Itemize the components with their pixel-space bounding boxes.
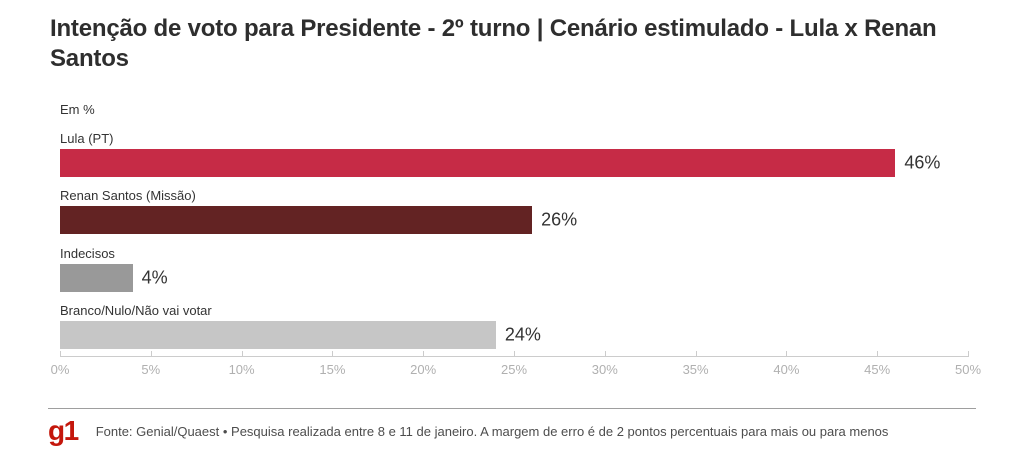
footer: g1 Fonte: Genial/Quaest • Pesquisa reali… [48, 412, 1008, 450]
axis-tick [877, 351, 879, 357]
chart-title: Intenção de voto para Presidente - 2º tu… [50, 15, 937, 72]
axis-tick-label: 15% [319, 362, 346, 377]
bar-group: Branco/Nulo/Não vai votar 24% [60, 303, 968, 349]
bar-row: 46% [60, 149, 968, 177]
bar-chart: Em % Lula (PT) 46% Renan Santos (Missão) 26… [51, 0, 981, 390]
bar-row: 26% [60, 206, 968, 235]
axis-tick [786, 351, 788, 357]
axis-tick-label: 25% [500, 362, 528, 377]
axis-tick-label: 45% [864, 362, 891, 377]
bar [60, 263, 133, 292]
axis-tick [968, 351, 969, 357]
axis-tick [241, 351, 243, 357]
category-label: Lula (PT) [60, 131, 114, 146]
axis-tick [695, 351, 697, 357]
axis-tick-label: 10% [228, 362, 255, 377]
bar [60, 149, 896, 177]
bar-group: Lula (PT) 46% [60, 131, 968, 177]
category-label: Branco/Nulo/Não vai votar [60, 302, 212, 318]
axis-tick [332, 351, 334, 357]
axis-tick-label: 20% [410, 362, 437, 377]
bar-row: 24% [60, 320, 968, 349]
g1-logo: g1 [48, 415, 79, 446]
bar [60, 206, 533, 235]
axis-tick-label: 30% [591, 362, 618, 377]
axis-tick [514, 351, 515, 357]
axis-tick-label: 0% [50, 362, 70, 377]
axis-tick-label: 40% [773, 362, 800, 377]
axis-tick-label: 5% [141, 362, 161, 377]
bar [60, 320, 496, 349]
axis-tick [604, 351, 606, 357]
bar-group: Indecisos 4% [60, 246, 968, 292]
axis-tick [423, 351, 425, 357]
axis-tick-label: 35% [682, 362, 709, 377]
axis-tick [150, 351, 152, 357]
source-text: Fonte: Genial/Quaest • Pesquisa realizad… [95, 423, 889, 439]
value-label: 24% [504, 324, 541, 345]
value-label: 4% [141, 267, 168, 288]
axis-tick [60, 351, 61, 357]
x-axis: 0% 5% 10% 15% 20% 25% 30% 35% 40% 45% 50% [51, 351, 981, 377]
axis-tick-label: 50% [954, 362, 982, 377]
category-label: Indecisos [60, 245, 115, 261]
bar-group: Renan Santos (Missão) 26% [60, 188, 968, 235]
value-label: 46% [904, 152, 941, 173]
category-label: Renan Santos (Missão) [60, 188, 196, 204]
unit-label: Em % [60, 102, 95, 117]
value-label: 26% [541, 209, 578, 230]
bar-row: 4% [60, 263, 968, 292]
footer-divider [48, 408, 976, 409]
